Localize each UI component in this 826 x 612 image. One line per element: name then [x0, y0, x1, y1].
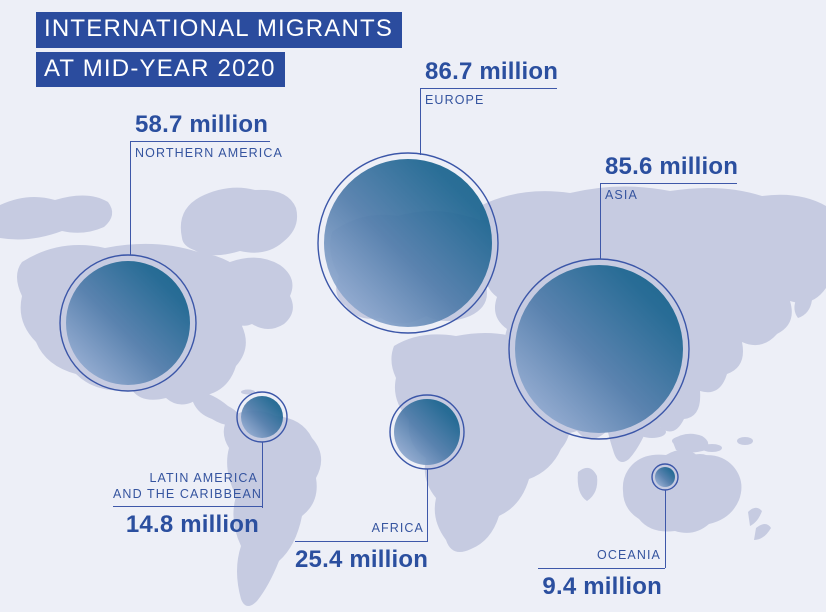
landmass-australia [622, 449, 742, 533]
bubble-oceania [651, 463, 679, 491]
landmass-japan [794, 295, 812, 318]
connector-line-northern-america [129, 141, 132, 255]
callout-asia: 85.6 million ASIA [600, 153, 739, 204]
value-northern-america: 58.7 million [135, 111, 269, 138]
landmass-south-america [223, 410, 322, 607]
callout-oceania: OCEANIA 9.4 million [538, 548, 665, 599]
connector-line-europe [419, 88, 422, 155]
callout-europe: 86.7 million EUROPE [420, 58, 559, 109]
label-latin-america: LATIN AMERICA AND THE CARIBBEAN [113, 471, 262, 506]
value-asia: 85.6 million [605, 153, 739, 180]
callout-rule [600, 183, 737, 185]
callout-northern-america: 58.7 million NORTHERN AMERICA [130, 111, 283, 162]
callout-latin-america: LATIN AMERICA AND THE CARIBBEAN 14.8 mil… [113, 471, 262, 537]
bubble-northern-america [59, 254, 197, 392]
connector-line-oceania [664, 490, 667, 568]
label-europe: EUROPE [425, 93, 485, 108]
landmass-greenland [180, 187, 298, 256]
connector-line-africa [426, 469, 429, 542]
label-latin-america-line1: LATIN AMERICA [149, 471, 258, 485]
landmass-central-america [193, 390, 240, 426]
landmass-new-zealand-south [754, 524, 771, 540]
label-northern-america: NORTHERN AMERICA [135, 146, 283, 161]
callout-africa: AFRICA 25.4 million [295, 521, 428, 572]
label-africa: AFRICA [371, 521, 424, 535]
callout-rule [295, 540, 428, 542]
label-oceania: OCEANIA [597, 548, 661, 562]
label-asia: ASIA [605, 188, 638, 203]
value-oceania: 9.4 million [542, 572, 662, 600]
landmass-tasmania [692, 517, 706, 527]
landmass-madagascar [577, 467, 598, 501]
landmass-new-guinea [672, 433, 709, 453]
landmass-caribbean [241, 389, 255, 395]
landmass-new-zealand-north [748, 507, 762, 526]
callout-rule [113, 506, 262, 508]
callout-rule [420, 88, 557, 90]
title-line-1: INTERNATIONAL MIGRANTS [36, 12, 403, 48]
value-europe: 86.7 million [425, 58, 559, 85]
bubble-africa [389, 394, 465, 470]
bubble-europe [317, 152, 499, 334]
bubble-latin-america [236, 391, 288, 443]
callout-rule [130, 141, 270, 143]
value-latin-america: 14.8 million [125, 511, 259, 539]
bubble-asia [508, 258, 690, 440]
landmass-island-east [737, 437, 753, 445]
label-latin-america-line2: AND THE CARIBBEAN [113, 486, 263, 501]
chart-title: INTERNATIONAL MIGRANTS AT MID-YEAR 2020 [36, 12, 403, 91]
callout-rule [538, 567, 665, 569]
landmass-sumatra [638, 426, 666, 438]
connector-line-asia [599, 183, 602, 259]
landmass-east-canada [228, 257, 293, 329]
title-line-2: AT MID-YEAR 2020 [36, 51, 285, 88]
connector-line-latin-america [261, 442, 264, 508]
landmass-island-ne [772, 319, 784, 325]
value-africa: 25.4 million [295, 545, 429, 573]
landmass-alaska [0, 195, 113, 240]
